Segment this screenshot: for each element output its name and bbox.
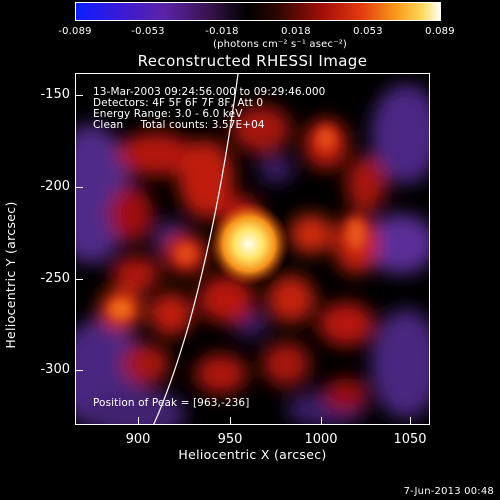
y-tick-mark [75, 187, 83, 188]
y-tick-label: -300 [40, 362, 70, 377]
image-plot [75, 73, 430, 425]
detectors-label: Detectors: 4F 5F 6F 7F 8F, Att 0 [93, 97, 264, 109]
clean-total-counts-label: Clean Total counts: 3.57E+04 [93, 119, 265, 131]
colorbar-tick: 0.089 [425, 26, 455, 37]
x-tick-label: 1050 [393, 432, 427, 447]
image-title: Reconstructed RHESSI Image [137, 52, 368, 70]
reconstructed-image [76, 74, 429, 424]
x-tick-label: 1000 [304, 432, 338, 447]
x-tick-label: 900 [125, 432, 151, 447]
x-tick-mark [321, 417, 322, 425]
time-range-label: 13-Mar-2003 09:24:56.000 to 09:29:46.000 [93, 86, 326, 98]
x-tick-mark [410, 417, 411, 425]
emission-peak [209, 202, 289, 286]
solar-limb [153, 74, 239, 424]
x-axis-label: Heliocentric X (arcsec) [178, 447, 327, 462]
y-tick-mark [75, 279, 83, 280]
peak-position-label: Position of Peak = [963,-236] [93, 397, 250, 409]
x-tick-mark [138, 417, 139, 425]
colorbar-tick: 0.018 [281, 26, 311, 37]
colorbar [75, 2, 441, 21]
x-tick-label: 950 [217, 432, 243, 447]
y-tick-mark [75, 95, 83, 96]
colorbar-tick: 0.053 [353, 26, 383, 37]
colorbar-tick: -0.089 [58, 26, 92, 37]
y-tick-label: -150 [40, 87, 70, 102]
colorbar-units-label: (photons cm⁻² s⁻¹ asec⁻²) [212, 39, 348, 50]
energy-range-label: Energy Range: 3.0 - 6.0 keV [93, 108, 243, 120]
generation-timestamp: 7-Jun-2013 00:48 [403, 486, 494, 497]
y-tick-mark [75, 370, 83, 371]
colorbar-tick: -0.018 [205, 26, 239, 37]
colorbar-tick: -0.053 [131, 26, 165, 37]
x-tick-mark [230, 417, 231, 425]
y-tick-label: -200 [40, 179, 70, 194]
y-tick-label: -250 [40, 271, 70, 286]
